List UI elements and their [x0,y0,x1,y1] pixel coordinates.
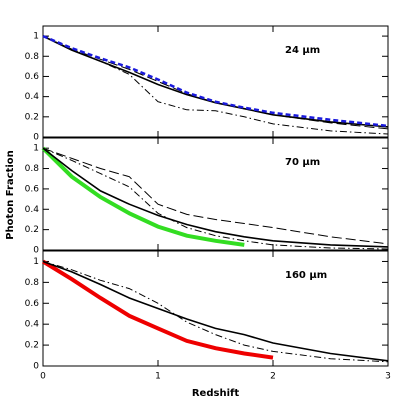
y-tick-label: 1 [33,144,39,154]
panel-frame [42,25,389,138]
x-tick-label: 0 [40,372,46,382]
y-tick-label: 0.2 [25,341,39,351]
y-tick-label: 0.6 [25,299,40,309]
y-axis-label: Photon Fraction [5,150,16,240]
panel-frame [42,250,389,367]
y-tick-label: 0.8 [25,52,40,62]
data-line [41,259,274,360]
y-tick-label: 0.4 [25,320,40,330]
data-line [42,147,389,250]
panel-annotation: 24 μm [285,45,320,56]
x-tick-label: 2 [270,372,276,382]
panel-annotation: 160 μm [285,270,327,281]
x-tick-label: 1 [155,372,161,382]
y-tick-label: 0.6 [25,72,40,82]
y-tick-label: 0.8 [25,278,40,288]
y-tick-label: 0 [33,246,39,256]
data-line [42,34,389,128]
data-line [42,260,389,362]
y-tick-label: 0.2 [25,112,39,122]
data-line [42,35,389,128]
y-tick-label: 1 [33,257,39,267]
y-tick-label: 0.2 [25,225,39,235]
x-tick-label: 3 [385,372,391,382]
y-tick-label: 0.4 [25,92,40,102]
y-tick-label: 0.4 [25,205,40,215]
data-line [41,146,245,247]
x-axis-label: Redshift [192,388,239,399]
y-tick-label: 1 [33,32,39,42]
panel-annotation: 70 μm [285,157,320,168]
y-tick-label: 0.6 [25,184,40,194]
y-tick-label: 0.8 [25,164,40,174]
y-tick-label: 0 [33,133,39,143]
data-line [42,35,389,135]
data-line [42,261,389,363]
panel-frame [42,137,389,251]
data-line [42,147,389,245]
data-line [42,35,389,130]
y-tick-label: 0 [33,362,39,372]
data-line [42,147,389,248]
